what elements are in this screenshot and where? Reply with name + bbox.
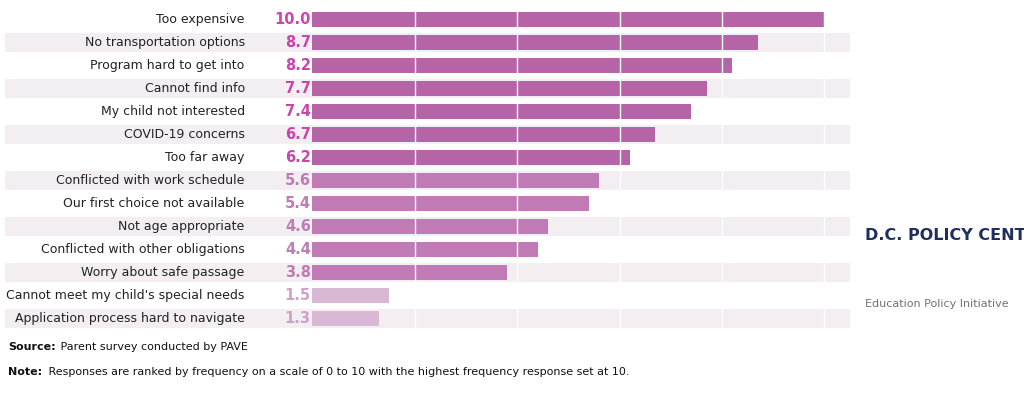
Bar: [312, 127, 655, 141]
Text: Source:: Source:: [8, 342, 56, 352]
Text: 7.7: 7.7: [285, 81, 311, 96]
Bar: [5, 33, 312, 52]
Text: Worry about safe passage: Worry about safe passage: [82, 266, 245, 279]
Text: My child not interested: My child not interested: [100, 105, 245, 118]
Bar: [5, 102, 312, 121]
Bar: [312, 12, 824, 26]
Text: Cannot meet my child's special needs: Cannot meet my child's special needs: [6, 289, 245, 302]
Bar: [312, 312, 379, 326]
Bar: [5, 79, 312, 98]
Text: Note:: Note:: [8, 367, 42, 377]
Text: Too far away: Too far away: [165, 151, 245, 164]
Bar: [312, 242, 538, 257]
Bar: [312, 309, 850, 329]
Text: 10.0: 10.0: [274, 12, 311, 27]
Bar: [5, 9, 312, 29]
Bar: [312, 173, 599, 187]
Text: 4.4: 4.4: [285, 242, 311, 257]
Bar: [312, 194, 850, 213]
Text: Education Policy Initiative: Education Policy Initiative: [865, 299, 1009, 309]
Bar: [312, 286, 850, 305]
Bar: [312, 58, 732, 73]
Bar: [312, 79, 850, 98]
Text: 4.6: 4.6: [285, 219, 311, 234]
Text: Conflicted with work schedule: Conflicted with work schedule: [56, 174, 245, 187]
Text: Not age appropriate: Not age appropriate: [119, 220, 245, 233]
Text: 8.2: 8.2: [285, 58, 311, 73]
Bar: [312, 125, 850, 144]
Bar: [5, 171, 312, 190]
Text: Too expensive: Too expensive: [157, 13, 245, 26]
Text: 3.8: 3.8: [285, 265, 311, 280]
Bar: [312, 171, 850, 190]
Text: 7.4: 7.4: [285, 104, 311, 119]
Bar: [5, 125, 312, 144]
Text: Program hard to get into: Program hard to get into: [90, 59, 245, 72]
Text: 5.4: 5.4: [285, 196, 311, 211]
Text: 5.6: 5.6: [285, 173, 311, 188]
Text: Conflicted with other obligations: Conflicted with other obligations: [41, 243, 245, 256]
Text: Responses are ranked by frequency on a scale of 0 to 10 with the highest frequen: Responses are ranked by frequency on a s…: [45, 367, 630, 377]
Bar: [5, 263, 312, 282]
Bar: [312, 288, 389, 303]
Bar: [312, 219, 548, 234]
Text: 6.7: 6.7: [285, 127, 311, 142]
Text: 1.3: 1.3: [285, 311, 311, 326]
Bar: [312, 104, 691, 119]
Bar: [312, 33, 850, 52]
Text: COVID-19 concerns: COVID-19 concerns: [124, 128, 245, 141]
Bar: [5, 56, 312, 75]
Text: D.C. POLICY CENTER: D.C. POLICY CENTER: [865, 228, 1024, 243]
Bar: [312, 265, 507, 280]
Bar: [5, 240, 312, 259]
Bar: [312, 102, 850, 121]
Text: Our first choice not available: Our first choice not available: [63, 197, 245, 210]
Text: Parent survey conducted by PAVE: Parent survey conducted by PAVE: [57, 342, 248, 352]
Text: 6.2: 6.2: [285, 150, 311, 165]
Bar: [312, 196, 589, 211]
Text: 1.5: 1.5: [285, 288, 311, 303]
Text: Cannot find info: Cannot find info: [144, 82, 245, 95]
Bar: [312, 56, 850, 75]
Bar: [312, 240, 850, 259]
Bar: [312, 263, 850, 282]
Bar: [312, 35, 758, 50]
Bar: [312, 9, 850, 29]
Bar: [5, 217, 312, 236]
Bar: [5, 309, 312, 329]
Bar: [5, 194, 312, 213]
Bar: [312, 148, 850, 167]
Bar: [312, 217, 850, 236]
Bar: [5, 148, 312, 167]
Bar: [312, 151, 630, 165]
Bar: [312, 81, 707, 95]
Bar: [5, 286, 312, 305]
Text: No transportation options: No transportation options: [85, 36, 245, 49]
Text: 8.7: 8.7: [285, 35, 311, 50]
Text: Application process hard to navigate: Application process hard to navigate: [15, 312, 245, 325]
